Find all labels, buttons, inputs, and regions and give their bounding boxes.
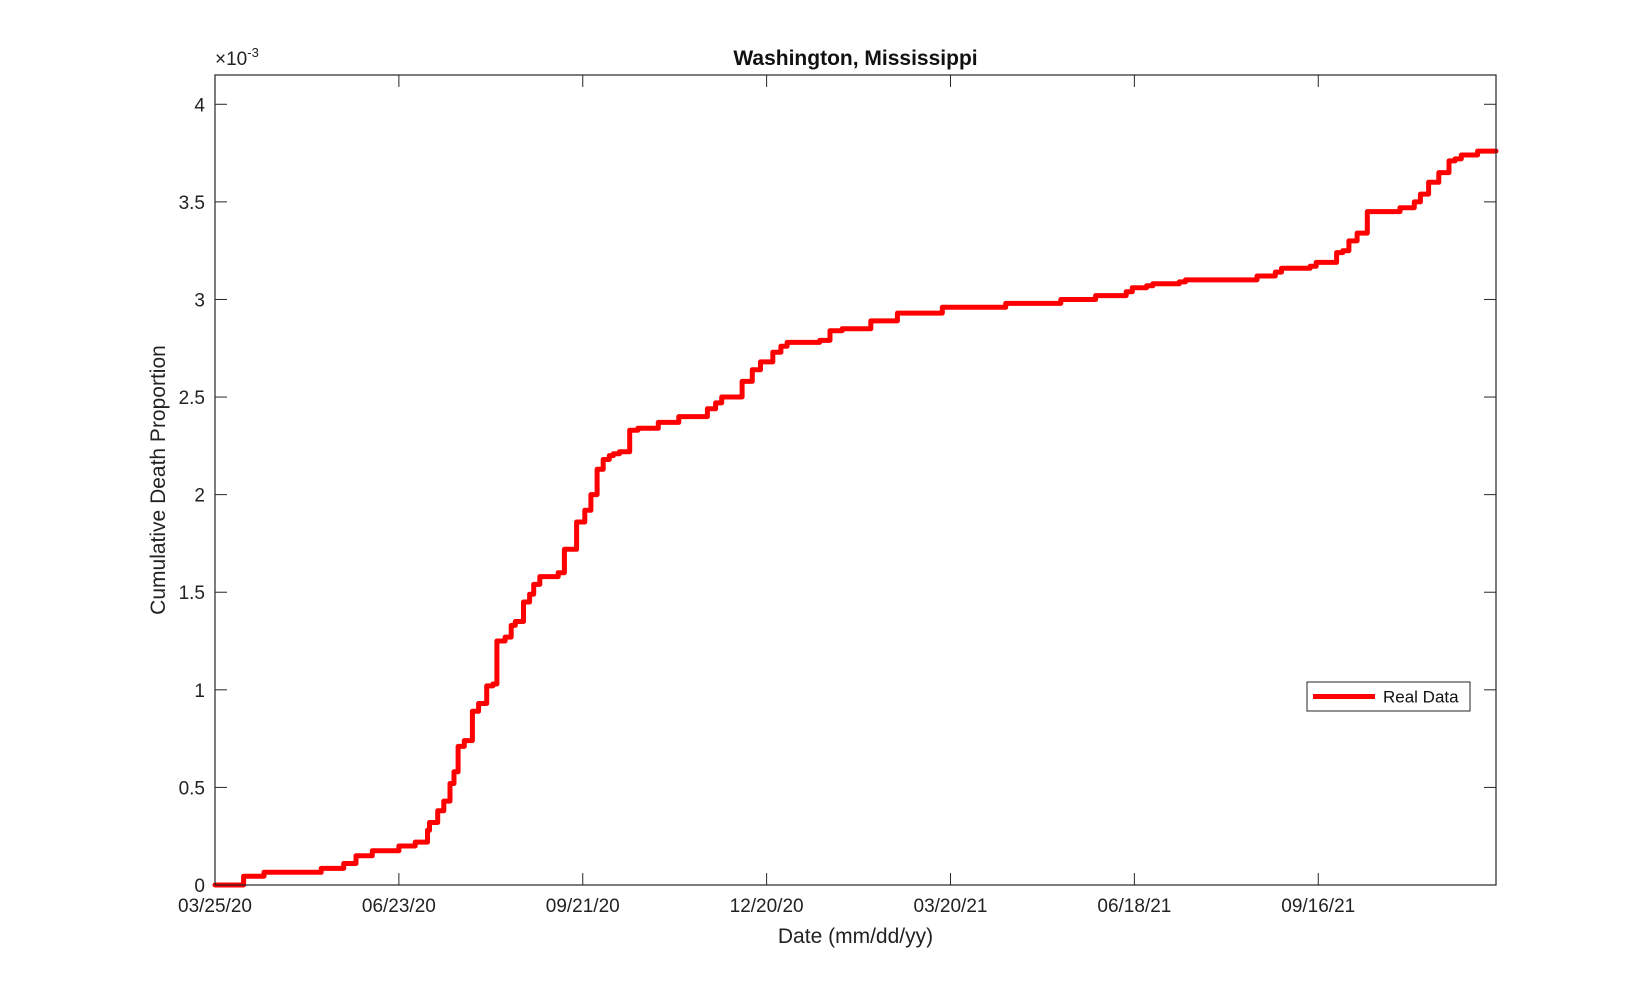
x-tick-label: 12/20/20 [730, 896, 804, 917]
x-tick-label: 09/16/21 [1281, 896, 1355, 917]
series-layer [212, 148, 1499, 888]
y-axis-multiplier: ×10-3 [215, 45, 259, 70]
y-tick-label: 2.5 [179, 388, 205, 409]
x-axis-label: Date (mm/dd/yy) [778, 925, 933, 948]
x-tick-label: 03/25/20 [178, 896, 252, 917]
y-tick-label: 0.5 [179, 778, 205, 799]
series-line-real-data [212, 148, 1499, 888]
y-multiplier-exponent: -3 [247, 45, 259, 60]
ticks-layer: 03/25/20 06/23/20 09/21/20 12/20/20 03/20/21… [178, 75, 1496, 917]
y-tick-label: 2 [194, 486, 205, 507]
legend-label: Real Data [1383, 688, 1459, 707]
y-tick-label: 3 [194, 290, 205, 311]
x-tick-label: 09/21/20 [546, 896, 620, 917]
legend: Real Data [1306, 681, 1471, 712]
x-tick-label: 06/23/20 [362, 896, 436, 917]
y-axis-label: Cumulative Death Proportion [147, 345, 170, 615]
y-tick-label: 1 [194, 681, 205, 702]
x-tick-label: 03/20/21 [914, 896, 988, 917]
x-tick-label: 06/18/21 [1097, 896, 1171, 917]
y-tick-label: 4 [194, 95, 205, 116]
y-tick-label: 1.5 [179, 583, 205, 604]
y-tick-label: 0 [194, 876, 205, 897]
y-multiplier-base: ×10 [215, 49, 247, 70]
chart-title: Washington, Mississippi [733, 47, 977, 70]
plot-area-frame [214, 74, 1497, 886]
y-tick-label: 3.5 [179, 193, 205, 214]
